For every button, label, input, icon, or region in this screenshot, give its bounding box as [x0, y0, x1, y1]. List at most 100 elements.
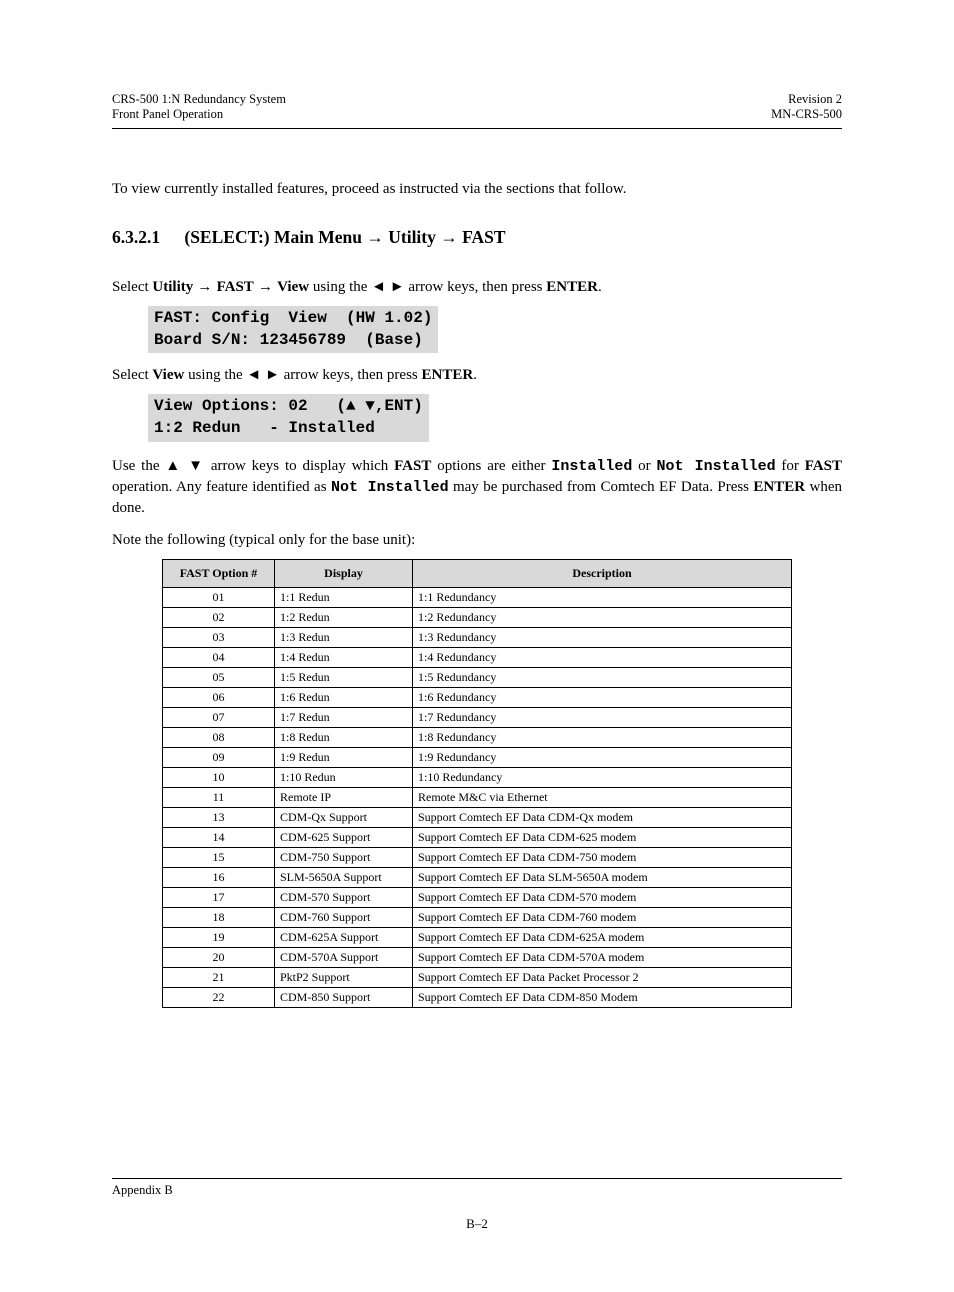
table-row: 22CDM-850 SupportSupport Comtech EF Data…	[163, 987, 792, 1007]
section-title-prefix: (SELECT:)	[184, 227, 274, 247]
col-header-display: Display	[275, 559, 413, 587]
text: Select	[112, 367, 152, 383]
cell-description: 1:8 Redundancy	[413, 727, 792, 747]
cell-display: 1:9 Redun	[275, 747, 413, 767]
table-row: 091:9 Redun1:9 Redundancy	[163, 747, 792, 767]
cell-option-num: 11	[163, 787, 275, 807]
lcd-line: FAST: Config View (HW 1.02)	[154, 309, 432, 327]
cell-option-num: 07	[163, 707, 275, 727]
table-row: 081:8 Redun1:8 Redundancy	[163, 727, 792, 747]
section-title-path: Main Menu → Utility → FAST	[274, 227, 506, 247]
cell-option-num: 01	[163, 587, 275, 607]
cell-display: 1:5 Redun	[275, 667, 413, 687]
cell-display: CDM-Qx Support	[275, 807, 413, 827]
enter-key: ENTER	[422, 367, 474, 383]
section-number: 6.3.2.1	[112, 227, 180, 248]
table-row: 13CDM-Qx SupportSupport Comtech EF Data …	[163, 807, 792, 827]
table-row: 14CDM-625 SupportSupport Comtech EF Data…	[163, 827, 792, 847]
enter-key: ENTER	[546, 279, 598, 295]
lcd-line: View Options: 02 (▲ ▼,ENT)	[154, 397, 423, 415]
cell-option-num: 16	[163, 867, 275, 887]
cell-option-num: 08	[163, 727, 275, 747]
instruction-line-1: Select Utility → FAST → View using the ◄…	[112, 278, 842, 296]
cell-option-num: 20	[163, 947, 275, 967]
cell-display: 1:2 Redun	[275, 607, 413, 627]
cell-display: 1:4 Redun	[275, 647, 413, 667]
cell-option-num: 17	[163, 887, 275, 907]
text: Use the ▲ ▼ arrow keys to display which	[112, 458, 394, 474]
table-row: 011:1 Redun1:1 Redundancy	[163, 587, 792, 607]
cell-display: CDM-570 Support	[275, 887, 413, 907]
page-header: CRS-500 1:N Redundancy System Front Pane…	[112, 92, 842, 122]
cell-display: SLM-5650A Support	[275, 867, 413, 887]
text: options are either	[431, 458, 551, 474]
cell-option-num: 06	[163, 687, 275, 707]
cell-display: 1:3 Redun	[275, 627, 413, 647]
cell-description: 1:5 Redundancy	[413, 667, 792, 687]
enter-key: ENTER	[753, 479, 805, 495]
cell-description: 1:2 Redundancy	[413, 607, 792, 627]
cell-display: Remote IP	[275, 787, 413, 807]
text: operation. Any feature identified as	[112, 479, 331, 495]
text: .	[598, 279, 602, 295]
cell-description: Remote M&C via Ethernet	[413, 787, 792, 807]
fast-label: FAST	[394, 458, 431, 474]
table-row: 101:10 Redun1:10 Redundancy	[163, 767, 792, 787]
not-installed-label: Not Installed	[656, 458, 775, 475]
header-left: CRS-500 1:N Redundancy System Front Pane…	[112, 92, 286, 122]
menu-view: View	[277, 279, 313, 295]
cell-option-num: 18	[163, 907, 275, 927]
cell-description: 1:6 Redundancy	[413, 687, 792, 707]
cell-description: 1:4 Redundancy	[413, 647, 792, 667]
cell-description: Support Comtech EF Data CDM-570A modem	[413, 947, 792, 967]
cell-display: CDM-625A Support	[275, 927, 413, 947]
cell-description: 1:1 Redundancy	[413, 587, 792, 607]
cell-display: CDM-750 Support	[275, 847, 413, 867]
table-row: 21PktP2 SupportSupport Comtech EF Data P…	[163, 967, 792, 987]
cell-option-num: 21	[163, 967, 275, 987]
cell-display: 1:6 Redun	[275, 687, 413, 707]
text: Select	[112, 279, 152, 295]
cell-display: CDM-570A Support	[275, 947, 413, 967]
lcd-line: 1:2 Redun - Installed	[154, 419, 375, 437]
cell-option-num: 22	[163, 987, 275, 1007]
header-left-line2: Front Panel Operation	[112, 107, 286, 122]
table-row: 021:2 Redun1:2 Redundancy	[163, 607, 792, 627]
table-row: 071:7 Redun1:7 Redundancy	[163, 707, 792, 727]
section-heading: 6.3.2.1 (SELECT:) Main Menu → Utility → …	[112, 227, 842, 248]
cell-option-num: 14	[163, 827, 275, 847]
cell-description: Support Comtech EF Data SLM-5650A modem	[413, 867, 792, 887]
text: using the ◄ ► arrow keys, then press	[188, 367, 421, 383]
menu-utility: Utility	[152, 279, 193, 295]
text: or	[632, 458, 656, 474]
cell-display: CDM-625 Support	[275, 827, 413, 847]
table-row: 11Remote IPRemote M&C via Ethernet	[163, 787, 792, 807]
cell-option-num: 10	[163, 767, 275, 787]
cell-option-num: 05	[163, 667, 275, 687]
lcd-line: Board S/N: 123456789 (Base)	[154, 331, 423, 349]
lcd-display-2: View Options: 02 (▲ ▼,ENT) 1:2 Redun - I…	[148, 394, 429, 441]
arrow-right-icon: →	[254, 278, 277, 295]
cell-description: Support Comtech EF Data CDM-570 modem	[413, 887, 792, 907]
table-row: 041:4 Redun1:4 Redundancy	[163, 647, 792, 667]
not-installed-label: Not Installed	[331, 479, 449, 496]
cell-display: 1:7 Redun	[275, 707, 413, 727]
cell-display: CDM-760 Support	[275, 907, 413, 927]
intro-paragraph: To view currently installed features, pr…	[112, 179, 842, 199]
cell-display: CDM-850 Support	[275, 987, 413, 1007]
fast-options-table: FAST Option # Display Description 011:1 …	[162, 559, 792, 1008]
cell-description: Support Comtech EF Data CDM-760 modem	[413, 907, 792, 927]
cell-description: Support Comtech EF Data CDM-Qx modem	[413, 807, 792, 827]
text: may be purchased from Comtech EF Data. P…	[449, 479, 754, 495]
cell-description: Support Comtech EF Data CDM-750 modem	[413, 847, 792, 867]
table-row: 20CDM-570A SupportSupport Comtech EF Dat…	[163, 947, 792, 967]
cell-option-num: 04	[163, 647, 275, 667]
cell-display: 1:8 Redun	[275, 727, 413, 747]
table-header-row: FAST Option # Display Description	[163, 559, 792, 587]
header-left-line1: CRS-500 1:N Redundancy System	[112, 92, 286, 107]
cell-option-num: 13	[163, 807, 275, 827]
menu-fast: FAST	[217, 279, 254, 295]
header-right-line2: MN-CRS-500	[771, 107, 842, 122]
table-row: 16SLM-5650A SupportSupport Comtech EF Da…	[163, 867, 792, 887]
menu-view: View	[152, 367, 188, 383]
